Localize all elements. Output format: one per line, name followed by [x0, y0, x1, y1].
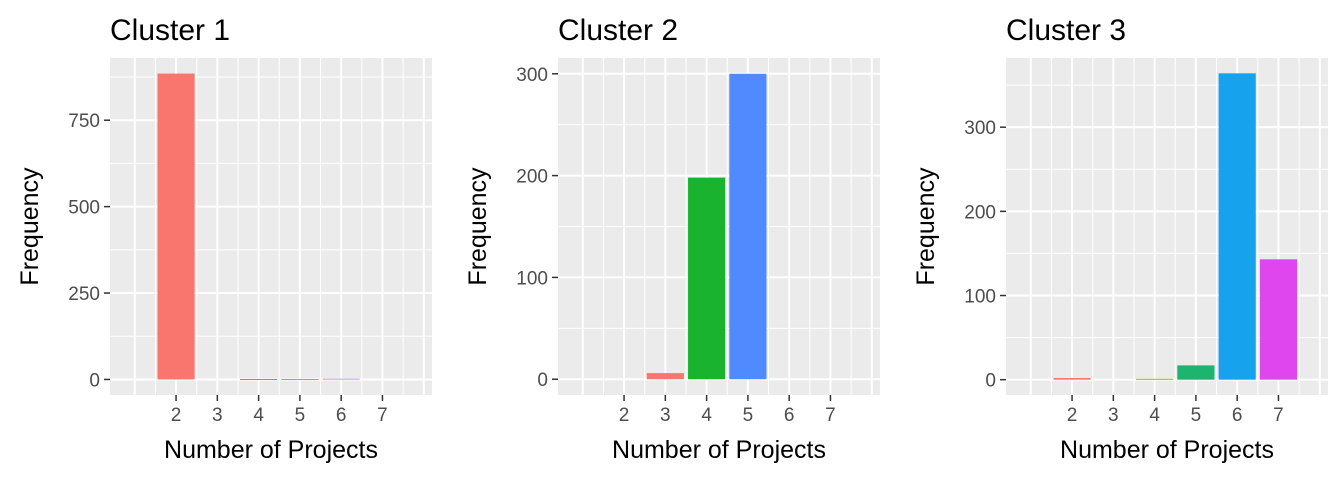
bar-7 [1259, 259, 1298, 380]
y-tick-label: 100 [964, 287, 996, 308]
bar-4 [1136, 378, 1174, 380]
chart-title: Cluster 3 [1006, 14, 1126, 47]
chart-title: Cluster 2 [558, 14, 678, 47]
y-tick-label: 0 [985, 371, 996, 392]
x-axis-title: Number of Projects [612, 436, 826, 464]
chart-panel-2: 0 100 200 300 2 3 4 5 6 7 Cluster 2 Number of Proje… [464, 14, 880, 464]
bar-3 [646, 373, 684, 380]
y-tick-label: 200 [964, 202, 996, 223]
y-tick-label: 300 [516, 65, 548, 86]
y-tick-label: 250 [68, 284, 100, 305]
x-tick-label: 2 [171, 405, 182, 426]
x-tick-label: 4 [253, 405, 264, 426]
y-axis-title: Frequency [912, 167, 940, 286]
bar-6 [322, 378, 360, 380]
x-axis-title: Number of Projects [1060, 436, 1274, 464]
bar-5 [1177, 365, 1215, 380]
x-tick-label: 6 [1232, 405, 1243, 426]
bar-6 [1218, 73, 1256, 380]
bar-5 [281, 379, 319, 380]
y-tick-label: 200 [516, 167, 548, 188]
bar-4 [240, 379, 278, 380]
y-tick-label: 300 [964, 118, 996, 139]
chart-panel-1: 0 250 500 750 2 3 4 5 6 7 Cluster 1 Number of Proje… [16, 14, 432, 464]
chart-title: Cluster 1 [110, 14, 230, 47]
chart-panel-3: 0 100 200 300 2 3 4 5 6 7 Cluster 3 Number of Proje… [912, 14, 1328, 464]
x-tick-label: 7 [825, 405, 836, 426]
y-tick-label: 500 [68, 198, 100, 219]
x-tick-label: 2 [1067, 405, 1078, 426]
x-tick-label: 5 [295, 405, 306, 426]
x-tick-label: 7 [1273, 405, 1284, 426]
x-tick-label: 4 [1149, 405, 1160, 426]
y-tick-label: 0 [89, 370, 100, 391]
x-tick-label: 5 [743, 405, 754, 426]
bar-2 [1053, 377, 1091, 380]
bar-5 [729, 73, 767, 380]
x-tick-label: 3 [660, 405, 671, 426]
x-tick-label: 4 [701, 405, 712, 426]
x-tick-label: 3 [1108, 405, 1119, 426]
x-tick-label: 6 [784, 405, 795, 426]
bar-2 [157, 73, 195, 380]
x-tick-label: 7 [377, 405, 388, 426]
y-tick-label: 100 [516, 268, 548, 289]
x-axis-title: Number of Projects [164, 436, 378, 464]
y-tick-label: 750 [68, 111, 100, 132]
y-tick-label: 0 [537, 370, 548, 391]
y-axis-title: Frequency [464, 167, 492, 286]
x-tick-label: 5 [1191, 405, 1202, 426]
x-tick-label: 2 [619, 405, 630, 426]
x-tick-label: 6 [336, 405, 347, 426]
y-axis-title: Frequency [16, 167, 44, 286]
x-tick-label: 3 [212, 405, 223, 426]
bar-4 [688, 177, 726, 380]
